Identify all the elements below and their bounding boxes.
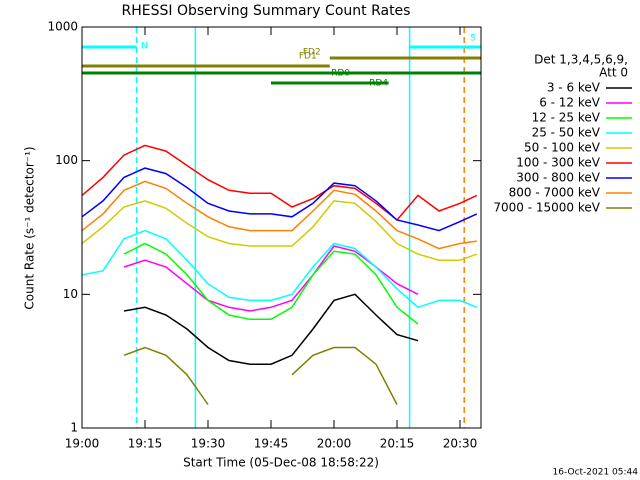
y-tick-label: 100 — [55, 153, 78, 167]
legend-label: 300 - 800 keV — [516, 171, 600, 185]
legend-label: 12 - 25 keV — [532, 111, 601, 125]
flag-label: RD0 — [331, 69, 350, 79]
x-tick-label: 19:30 — [191, 437, 226, 451]
x-tick-label: 19:00 — [65, 437, 100, 451]
flag-label: FD2 — [303, 48, 321, 58]
plot-frame — [81, 26, 482, 429]
x-tick-label: 20:15 — [380, 437, 415, 451]
footer: 16-Oct-2021 05:44 — [553, 468, 639, 478]
series-line — [123, 293, 419, 365]
x-tick-label: 20:00 — [317, 437, 352, 451]
chart-title: RHESSI Observing Summary Count Rates — [122, 3, 411, 19]
series-line — [81, 167, 478, 232]
x-tick-label: 19:45 — [254, 437, 289, 451]
series-line — [81, 229, 478, 309]
series-line — [81, 180, 477, 250]
series-line — [81, 200, 478, 261]
legend-label: 100 - 300 keV — [516, 156, 600, 170]
legend-header: Det 1,3,4,5,6,9, — [534, 53, 628, 67]
legend-label: 7000 - 15000 keV — [493, 201, 600, 215]
flag-label: FD1 — [299, 52, 317, 62]
flag-label: S — [470, 34, 476, 44]
y-tick-label: 10 — [63, 287, 78, 301]
flag-label: RD4 — [369, 79, 388, 89]
flag-label: N — [141, 42, 148, 52]
legend-header: Att 0 — [599, 66, 628, 80]
x-tick-label: 20:30 — [443, 437, 478, 451]
legend-label: 800 - 7000 keV — [509, 186, 601, 200]
series-line — [123, 242, 419, 325]
legend-label: 6 - 12 keV — [539, 96, 601, 110]
series-line — [123, 346, 398, 405]
y-tick-label: 1000 — [47, 20, 78, 34]
legend-label: 25 - 50 keV — [532, 126, 601, 140]
y-axis-label: Count Rate (s⁻¹ detector⁻¹) — [23, 146, 37, 309]
x-axis-label: Start Time (05-Dec-08 18:58:22) — [183, 456, 379, 470]
legend-label: 3 - 6 keV — [547, 81, 601, 95]
series-line — [81, 144, 478, 222]
y-tick-label: 1 — [70, 421, 78, 435]
legend-label: 50 - 100 keV — [524, 141, 601, 155]
x-tick-label: 19:15 — [128, 437, 163, 451]
